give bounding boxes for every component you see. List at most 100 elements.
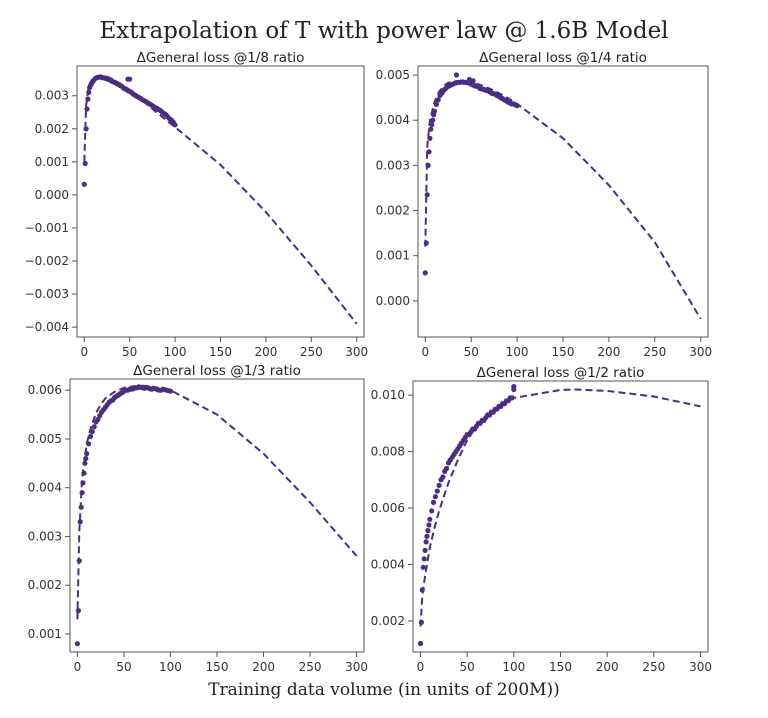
data-point: [85, 96, 91, 102]
data-point: [87, 433, 94, 440]
x-tick-label: 300: [689, 660, 712, 674]
x-tick-label: 0: [74, 660, 82, 674]
chart-panel-1: ΔGeneral loss @1/8 ratio 0 50 100 150 200 250 3…: [25, 50, 369, 359]
data-point: [429, 508, 435, 514]
data-point: [430, 117, 436, 123]
x-tick-label: 250: [299, 660, 322, 674]
data-point: [79, 490, 85, 496]
data-point: [430, 499, 437, 505]
y-tick-label: −0.003: [25, 287, 69, 301]
data-point: [431, 108, 438, 114]
data-point: [426, 149, 432, 155]
x-tick-label: 200: [596, 660, 619, 674]
x-tick-label: 250: [643, 345, 666, 359]
panel-title: ΔGeneral loss @1/8 ratio: [137, 50, 305, 66]
fit-curve: [424, 79, 702, 320]
data-point: [83, 455, 89, 462]
data-point: [89, 429, 95, 435]
data-point: [433, 101, 439, 107]
x-tick-label: 200: [597, 345, 620, 359]
data-point: [514, 103, 520, 109]
y-tick-label: 0.004: [376, 113, 410, 127]
y-tick-label: 0.002: [371, 614, 405, 628]
x-tick-label: 300: [345, 660, 368, 674]
data-point: [420, 564, 426, 570]
data-point: [424, 533, 430, 539]
y-tick-label: 0.000: [35, 188, 69, 202]
data-point: [427, 516, 433, 522]
y-tick-label: 0.004: [28, 481, 62, 495]
data-point: [78, 504, 84, 510]
x-tick-label: 250: [642, 660, 665, 674]
data-point: [509, 395, 515, 401]
x-tick-label: 50: [122, 345, 137, 359]
data-point: [423, 240, 429, 246]
data-point: [427, 135, 433, 141]
data-point: [81, 470, 87, 476]
x-tick-label: 100: [164, 345, 187, 359]
data-point: [82, 160, 88, 167]
data-point: [432, 494, 438, 500]
data-point: [419, 587, 425, 593]
data-point: [86, 441, 92, 447]
x-tick-label: 150: [206, 660, 229, 674]
x-tick-label: 50: [116, 660, 131, 674]
x-tick-label: 150: [552, 345, 575, 359]
x-tick-label: 150: [549, 660, 572, 674]
data-point: [81, 181, 87, 187]
data-point: [84, 106, 90, 112]
x-tick-label: 0: [417, 660, 425, 674]
plot-frame: [417, 65, 709, 338]
y-tick-label: 0.003: [35, 89, 69, 103]
data-point: [91, 424, 97, 430]
x-tick-label: 100: [506, 345, 529, 359]
x-tick-label: 200: [254, 345, 277, 359]
data-point: [423, 539, 429, 545]
x-tick-label: 100: [159, 660, 182, 674]
data-point: [82, 460, 88, 466]
chart-panel-2: ΔGeneral loss @1/4 ratio 0 50 100 150 200 250 3…: [376, 50, 712, 359]
x-tick-label: 50: [464, 345, 479, 359]
x-tick-label: 0: [422, 345, 430, 359]
y-tick-label: 0.005: [376, 68, 410, 82]
chart-panel-4: ΔGeneral loss @1/2 ratio 0 50 100 150 200 250 3…: [371, 365, 712, 674]
data-point: [429, 122, 435, 128]
panel-title: ΔGeneral loss @1/2 ratio: [477, 365, 645, 381]
plot-frame: [412, 380, 709, 653]
y-tick-label: 0.006: [371, 501, 405, 515]
data-point: [83, 126, 89, 132]
page-title: Extrapolation of T with power law @ 1.6B…: [99, 18, 669, 44]
data-point: [424, 192, 430, 198]
y-tick-label: 0.003: [376, 158, 410, 172]
x-axis-label: Training data volume (in units of 200M)): [208, 680, 560, 700]
data-point: [127, 76, 133, 82]
x-tick-label: 150: [209, 345, 232, 359]
y-tick-label: −0.004: [25, 320, 69, 334]
data-point: [511, 384, 517, 390]
data-point: [428, 126, 434, 132]
y-tick-label: 0.002: [35, 122, 69, 136]
x-tick-label: 50: [460, 660, 475, 674]
panel-title: ΔGeneral loss @1/3 ratio: [133, 363, 301, 379]
x-tick-label: 300: [689, 345, 712, 359]
x-tick-label: 200: [252, 660, 275, 674]
data-point: [425, 162, 431, 168]
x-tick-label: 0: [80, 345, 88, 359]
data-point: [421, 556, 427, 562]
fit-curve: [419, 388, 701, 627]
y-tick-label: 0.004: [371, 557, 405, 571]
data-point: [418, 619, 424, 626]
y-tick-label: 0.006: [28, 383, 62, 397]
y-tick-label: 0.002: [28, 578, 62, 592]
y-tick-label: 0.000: [376, 294, 410, 308]
data-point: [422, 270, 428, 276]
data-point: [74, 641, 80, 647]
y-tick-label: 0.003: [28, 529, 62, 543]
y-tick-label: −0.001: [25, 221, 69, 235]
plot-frame: [69, 378, 365, 653]
plot-frame: [76, 65, 365, 338]
y-tick-label: 0.005: [28, 432, 62, 446]
data-point: [453, 72, 460, 78]
data-point: [426, 522, 432, 528]
